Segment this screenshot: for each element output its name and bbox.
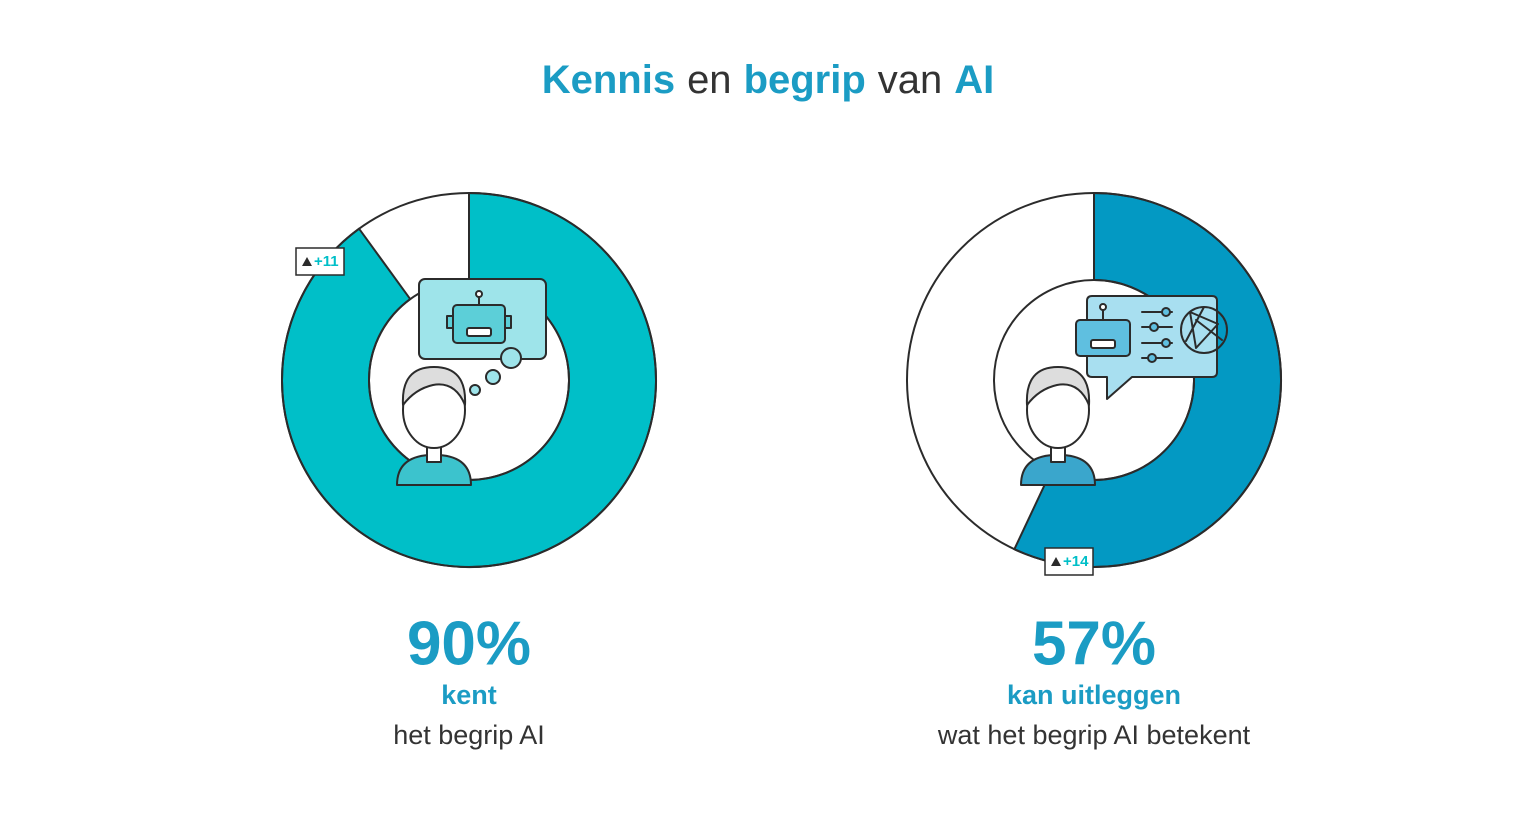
change-label: +11 — [314, 253, 339, 270]
value-label: 57% — [1032, 609, 1156, 678]
label: kan uitleggen — [1007, 680, 1181, 710]
value-label: 90% — [407, 609, 531, 678]
title-part: en — [687, 58, 732, 102]
up-arrow — [1051, 557, 1061, 566]
change-label: +14 — [1063, 553, 1089, 570]
donut-outline — [281, 192, 657, 568]
change-badge — [1044, 547, 1094, 576]
up-arrow — [302, 257, 312, 266]
donut-chart — [906, 191, 1282, 568]
title: Kennis en begrip van AI — [542, 58, 995, 102]
illustration-explaining — [1020, 295, 1228, 486]
title-part: Kennis — [542, 58, 675, 102]
donut-chart — [281, 191, 657, 568]
illustration-thinking — [396, 278, 547, 486]
sublabel: wat het begrip AI betekent — [937, 720, 1251, 750]
sublabel: het begrip AI — [393, 720, 545, 750]
title-part: van — [878, 58, 943, 102]
title-part: begrip — [744, 58, 866, 102]
title-part: AI — [954, 58, 994, 102]
change-badge — [295, 247, 345, 276]
label: kent — [441, 680, 497, 710]
donut-outline — [906, 192, 1282, 568]
